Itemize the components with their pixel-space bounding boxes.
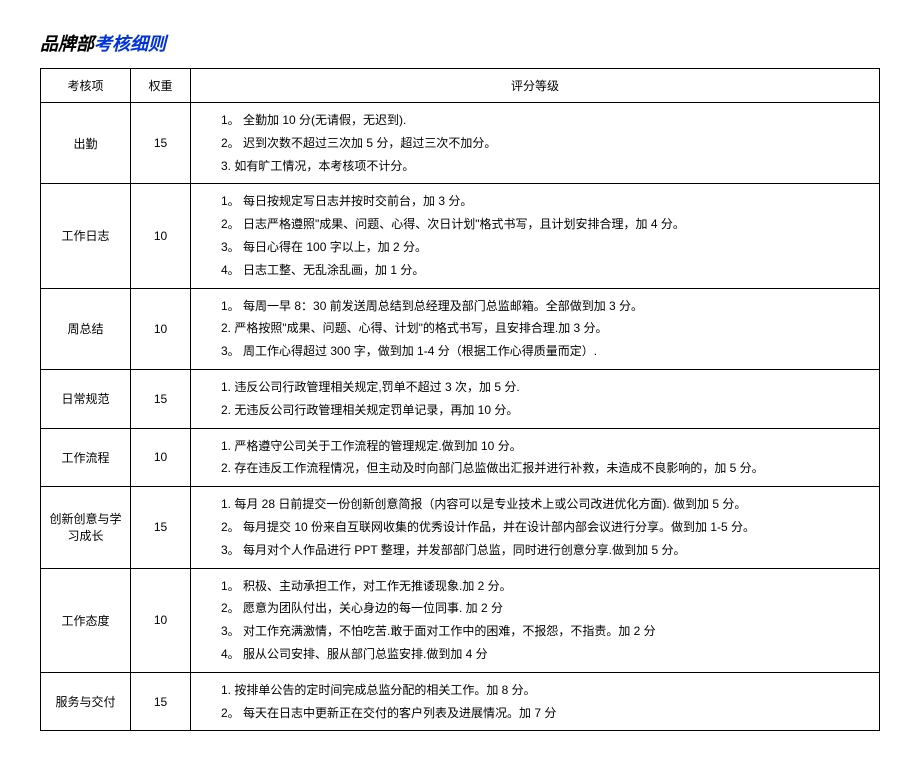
cell-weight: 10: [131, 184, 191, 288]
cell-criteria: 1. 严格遵守公司关于工作流程的管理规定.做到加 10 分。2. 存在违反工作流…: [191, 428, 880, 487]
criteria-line: 4。 服从公司安排、服从部门总监安排.做到加 4 分: [221, 643, 871, 666]
cell-criteria: 1。 每周一早 8：30 前发送周总结到总经理及部门总监邮箱。全部做到加 3 分…: [191, 288, 880, 369]
table-row: 周总结10 1。 每周一早 8：30 前发送周总结到总经理及部门总监邮箱。全部做到…: [41, 288, 880, 369]
criteria-line: 3。 对工作充满激情，不怕吃苦.敢于面对工作中的困难，不报怨，不指责。加 2 分: [221, 620, 871, 643]
cell-criteria: 1. 每月 28 日前提交一份创新创意简报（内容可以是专业技术上或公司改进优化方…: [191, 487, 880, 568]
table-row: 创新创意与学习成长15 1. 每月 28 日前提交一份创新创意简报（内容可以是专业…: [41, 487, 880, 568]
cell-weight: 15: [131, 487, 191, 568]
criteria-line: 3。 每月对个人作品进行 PPT 整理，并发部部门总监，同时进行创意分享.做到加…: [221, 539, 871, 562]
cell-item: 工作流程: [41, 428, 131, 487]
header-criteria: 评分等级: [191, 69, 880, 103]
table-row: 工作态度101。 积极、主动承担工作，对工作无推诿现象.加 2 分。2。 愿意为…: [41, 568, 880, 672]
criteria-line: 1。 积极、主动承担工作，对工作无推诿现象.加 2 分。: [221, 575, 871, 598]
criteria-line: 4。 日志工整、无乱涂乱画，加 1 分。: [221, 259, 871, 282]
criteria-line: 2。 每月提交 10 份来自互联网收集的优秀设计作品，并在设计部内部会议进行分享…: [221, 516, 871, 539]
criteria-line: 1。 全勤加 10 分(无请假，无迟到).: [221, 109, 871, 132]
cell-item: 周总结: [41, 288, 131, 369]
cell-weight: 10: [131, 568, 191, 672]
criteria-line: 1. 违反公司行政管理相关规定,罚单不超过 3 次，加 5 分.: [221, 376, 871, 399]
cell-weight: 10: [131, 288, 191, 369]
cell-item: 日常规范: [41, 369, 131, 428]
cell-weight: 10: [131, 428, 191, 487]
criteria-line: 2. 严格按照"成果、问题、心得、计划"的格式书写，且安排合理.加 3 分。: [221, 317, 871, 340]
title-part2: 考核细则: [94, 34, 166, 54]
cell-criteria: 1。 全勤加 10 分(无请假，无迟到).2。 迟到次数不超过三次加 5 分，超…: [191, 103, 880, 184]
cell-criteria: 1. 违反公司行政管理相关规定,罚单不超过 3 次，加 5 分.2. 无违反公司…: [191, 369, 880, 428]
table-row: 工作流程101. 严格遵守公司关于工作流程的管理规定.做到加 10 分。2. 存…: [41, 428, 880, 487]
cell-item: 服务与交付: [41, 672, 131, 731]
cell-criteria: 1. 按排单公告的定时间完成总监分配的相关工作。加 8 分。2。 每天在日志中更…: [191, 672, 880, 731]
cell-item: 创新创意与学习成长: [41, 487, 131, 568]
page-title: 品牌部考核细则: [40, 30, 880, 56]
table-row: 出勤151。 全勤加 10 分(无请假，无迟到).2。 迟到次数不超过三次加 5…: [41, 103, 880, 184]
criteria-line: 2。 日志严格遵照"成果、问题、心得、次日计划"格式书写，且计划安排合理，加 4…: [221, 213, 871, 236]
header-item: 考核项: [41, 69, 131, 103]
criteria-line: 2. 存在违反工作流程情况，但主动及时向部门总监做出汇报并进行补救，未造成不良影…: [221, 457, 871, 480]
table-header-row: 考核项 权重 评分等级: [41, 69, 880, 103]
cell-item: 工作日志: [41, 184, 131, 288]
cell-item: 工作态度: [41, 568, 131, 672]
criteria-line: 3。 周工作心得超过 300 字，做到加 1-4 分（根据工作心得质量而定）.: [221, 340, 871, 363]
header-weight: 权重: [131, 69, 191, 103]
criteria-line: 1。 每日按规定写日志并按时交前台，加 3 分。: [221, 190, 871, 213]
criteria-line: 3. 如有旷工情况，本考核项不计分。: [221, 155, 871, 178]
table-row: 工作日志101。 每日按规定写日志并按时交前台，加 3 分。2。 日志严格遵照"…: [41, 184, 880, 288]
cell-item: 出勤: [41, 103, 131, 184]
criteria-line: 1. 严格遵守公司关于工作流程的管理规定.做到加 10 分。: [221, 435, 871, 458]
table-row: 日常规范151. 违反公司行政管理相关规定,罚单不超过 3 次，加 5 分.2.…: [41, 369, 880, 428]
cell-criteria: 1。 每日按规定写日志并按时交前台，加 3 分。2。 日志严格遵照"成果、问题、…: [191, 184, 880, 288]
criteria-line: 1. 按排单公告的定时间完成总监分配的相关工作。加 8 分。: [221, 679, 871, 702]
table-row: 服务与交付151. 按排单公告的定时间完成总监分配的相关工作。加 8 分。2。 …: [41, 672, 880, 731]
assessment-table: 考核项 权重 评分等级 出勤151。 全勤加 10 分(无请假，无迟到).2。 …: [40, 68, 880, 731]
cell-weight: 15: [131, 103, 191, 184]
cell-weight: 15: [131, 672, 191, 731]
criteria-line: 2。 愿意为团队付出，关心身边的每一位同事. 加 2 分: [221, 597, 871, 620]
cell-weight: 15: [131, 369, 191, 428]
cell-criteria: 1。 积极、主动承担工作，对工作无推诿现象.加 2 分。2。 愿意为团队付出，关…: [191, 568, 880, 672]
criteria-line: 2。 迟到次数不超过三次加 5 分，超过三次不加分。: [221, 132, 871, 155]
criteria-line: 1。 每周一早 8：30 前发送周总结到总经理及部门总监邮箱。全部做到加 3 分…: [221, 295, 871, 318]
criteria-line: 2. 无违反公司行政管理相关规定罚单记录，再加 10 分。: [221, 399, 871, 422]
criteria-line: 3。 每日心得在 100 字以上，加 2 分。: [221, 236, 871, 259]
criteria-line: 2。 每天在日志中更新正在交付的客户列表及进展情况。加 7 分: [221, 702, 871, 725]
criteria-line: 1. 每月 28 日前提交一份创新创意简报（内容可以是专业技术上或公司改进优化方…: [221, 493, 871, 516]
title-part1: 品牌部: [40, 34, 94, 54]
